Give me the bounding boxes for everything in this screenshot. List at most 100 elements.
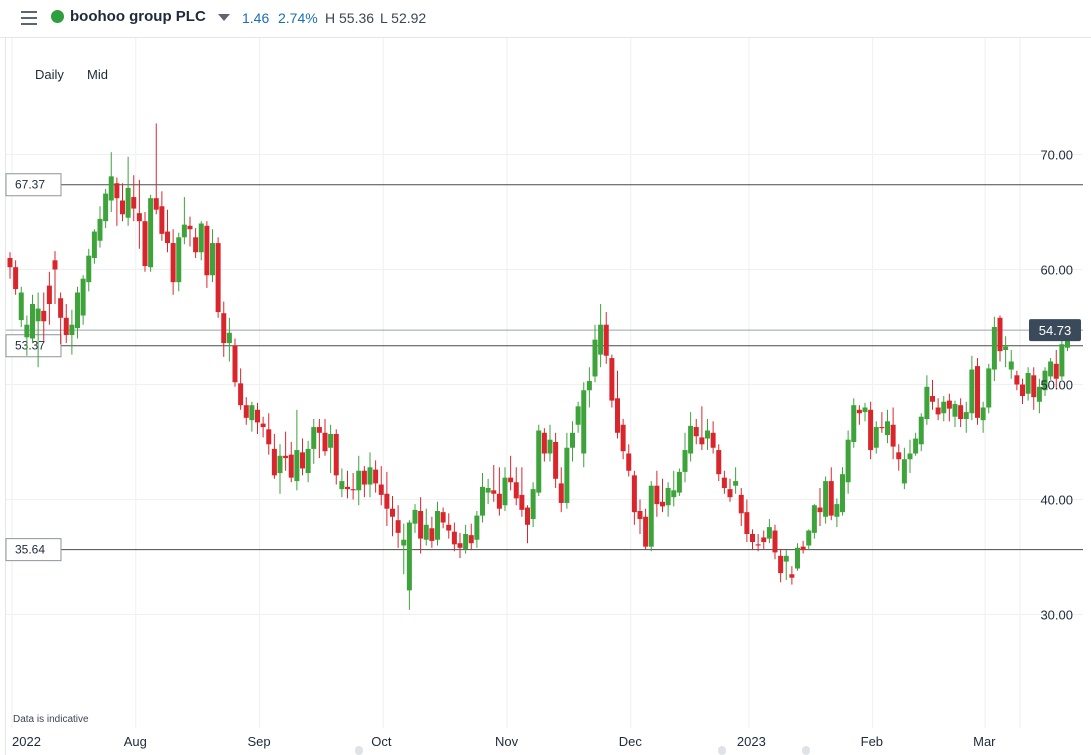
candle-up: [918, 416, 924, 445]
candle-down: [153, 198, 159, 210]
candle-down: [283, 455, 289, 459]
candle-up: [181, 224, 187, 238]
data-disclaimer: Data is indicative: [13, 714, 89, 725]
candle-down: [513, 482, 519, 499]
candle-down: [131, 197, 137, 209]
candle-down: [446, 524, 452, 531]
day-low: L 52.92: [380, 10, 427, 26]
candle-up: [1003, 346, 1009, 350]
candle-down: [58, 298, 64, 318]
candle-down: [300, 452, 305, 469]
instrument-title[interactable]: boohoo group PLC: [70, 8, 206, 25]
candle-up: [598, 324, 604, 355]
candle-up: [480, 486, 485, 516]
candle-down: [744, 512, 750, 534]
candle-down: [221, 313, 227, 344]
candle-down: [637, 511, 643, 520]
candle-down: [271, 448, 277, 476]
candle-down: [541, 432, 547, 454]
candle-down: [800, 546, 806, 551]
candle-up: [463, 534, 469, 549]
instrument-header: boohoo group PLC 1.46 2.74% H 55.36 L 52…: [0, 0, 1091, 38]
candle-up: [103, 193, 109, 222]
candle-up: [941, 401, 947, 414]
caret-down-icon[interactable]: [218, 14, 230, 21]
candle-down: [654, 485, 660, 505]
interval-toggle[interactable]: Daily: [35, 67, 64, 82]
candle-up: [1048, 361, 1054, 377]
candle-up: [862, 407, 868, 413]
candle-down: [558, 483, 564, 503]
candle-down: [699, 437, 705, 445]
candle-down: [63, 317, 69, 336]
candle-down: [946, 400, 952, 409]
candle-up: [356, 470, 362, 491]
candle-up: [885, 421, 890, 436]
candle-up: [963, 412, 969, 419]
candle-down: [631, 475, 637, 513]
hamburger-menu-icon[interactable]: [21, 11, 37, 25]
candle-up: [176, 237, 182, 283]
candle-down: [288, 454, 294, 478]
candle-down: [232, 345, 238, 383]
candle-down: [997, 317, 1003, 352]
candle-down: [727, 489, 733, 498]
candle-down: [525, 507, 530, 525]
price-type-toggle[interactable]: Mid: [87, 67, 108, 82]
candle-down: [266, 429, 272, 445]
chart-left-border: [5, 38, 6, 755]
candle-down: [496, 493, 502, 509]
candle-down: [643, 516, 649, 547]
candle-up: [1025, 373, 1031, 394]
candle-up: [952, 404, 958, 417]
candle-down: [187, 225, 193, 230]
candle-up: [91, 231, 97, 258]
candle-up: [311, 427, 317, 449]
candle-up: [783, 555, 789, 562]
candle-down: [868, 409, 874, 451]
candle-down: [778, 555, 784, 574]
candle-down: [457, 543, 463, 548]
candle-down: [170, 243, 176, 283]
candle-down: [373, 469, 379, 484]
timeline-marker: [718, 746, 726, 755]
candle-up: [676, 471, 682, 493]
candle-up: [766, 527, 772, 539]
candle-up: [811, 505, 817, 533]
x-tick-label: Feb: [861, 734, 883, 749]
candle-up: [277, 455, 283, 474]
candle-up: [30, 304, 35, 339]
candle-up: [840, 474, 845, 513]
candle-up: [474, 515, 480, 540]
candle-down: [1014, 375, 1020, 385]
candle-down: [615, 398, 620, 433]
candle-down: [930, 396, 935, 402]
candle-up: [502, 477, 508, 506]
candle-up: [901, 459, 907, 484]
candle-up: [86, 255, 92, 283]
candle-down: [46, 285, 52, 304]
candle-down: [322, 432, 328, 452]
candle-down: [761, 537, 767, 543]
candle-down: [395, 520, 401, 533]
candle-up: [249, 405, 255, 421]
candle-up: [795, 547, 800, 569]
candle-down: [817, 507, 823, 513]
level-label-box: [5, 538, 62, 562]
candle-up: [18, 292, 24, 321]
candle-down: [429, 528, 435, 541]
candle-up: [671, 490, 677, 498]
x-tick-label: 2023: [737, 734, 766, 749]
candle-up: [733, 481, 739, 486]
candle-up: [924, 386, 930, 419]
candle-down: [620, 424, 626, 452]
candle-down: [204, 225, 210, 276]
candle-up: [75, 292, 80, 329]
candle-down: [378, 484, 384, 495]
candle-up: [412, 509, 418, 524]
candle-up: [575, 406, 581, 425]
candle-down: [238, 383, 244, 406]
candle-down: [384, 493, 390, 509]
x-tick-label: Nov: [495, 734, 519, 749]
